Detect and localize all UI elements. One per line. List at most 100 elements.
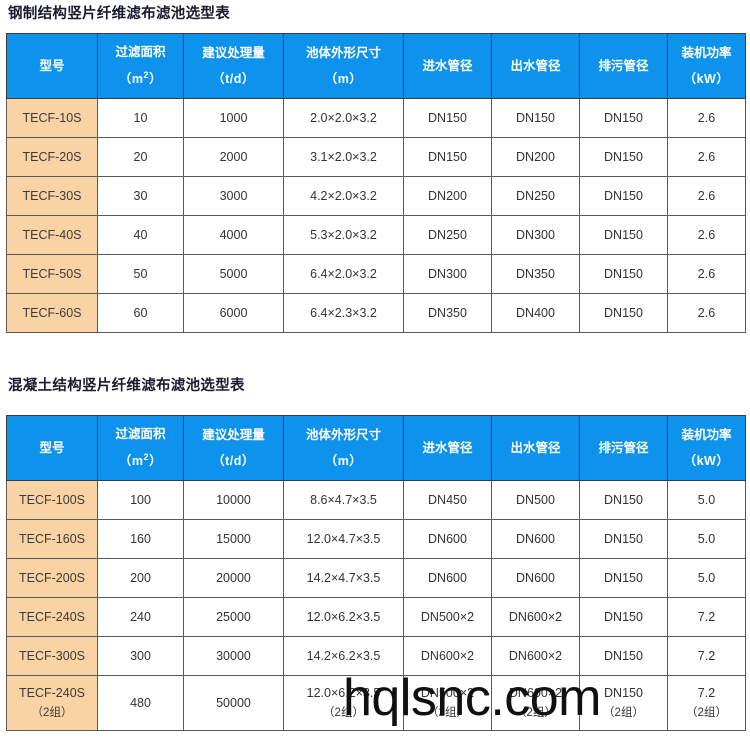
cell-model: TECF-200S: [6, 558, 98, 598]
cell-inlet-note: （2组）: [427, 707, 468, 719]
cell-capacity: 20000: [183, 558, 284, 598]
table-row: TECF-300S 300 30000 14.2×6.2×3.5 DN600×2…: [6, 636, 746, 676]
cell-power: 5.0: [667, 519, 746, 559]
column-header-label: 进水管径: [422, 58, 473, 73]
cell-inlet-pipe: DN150: [403, 137, 492, 177]
column-header-dimensions: 池体外形尺寸 （m）: [283, 33, 404, 99]
cell-capacity: 2000: [183, 137, 284, 177]
cell-outlet-pipe: DN200: [491, 137, 580, 177]
cell-outlet-pipe: DN600: [491, 519, 580, 559]
cell-filter-area: 10: [97, 98, 184, 138]
concrete-structure-spec-table: 型号 过滤面积 （m2） 建议处理量 （t/d） 池体外形尺寸: [6, 415, 746, 731]
cell-filter-area: 240: [97, 597, 184, 637]
cell-drain-pipe: DN150: [579, 519, 668, 559]
column-header-model: 型号: [6, 415, 98, 481]
cell-power: 5.0: [667, 558, 746, 598]
cell-filter-area: 100: [97, 480, 184, 520]
table-row: TECF-200S 200 20000 14.2×4.7×3.5 DN600 D…: [6, 558, 746, 598]
cell-filter-area: 20: [97, 137, 184, 177]
column-header-label: 装机功率: [681, 428, 732, 443]
table-row: TECF-60S 60 6000 6.4×2.3×3.2 DN350 DN400…: [6, 293, 746, 333]
cell-inlet-pipe: DN500×2 （2组）: [403, 675, 492, 731]
column-header-filter-area: 过滤面积 （m2）: [97, 33, 184, 99]
cell-drain-note: （2组）: [603, 707, 644, 719]
column-header-dimensions: 池体外形尺寸 （m）: [283, 415, 404, 481]
cell-filter-area: 300: [97, 636, 184, 676]
table-header-row: 型号 过滤面积 （m2） 建议处理量 （t/d） 池体外形尺寸: [6, 415, 746, 481]
cell-power: 2.6: [667, 215, 746, 255]
cell-model: TECF-40S: [6, 215, 98, 255]
cell-model: TECF-60S: [6, 293, 98, 333]
column-header-label: 型号: [39, 58, 65, 73]
cell-outlet-note: （2组）: [515, 707, 556, 719]
column-header-label: 池体外形尺寸: [305, 46, 381, 61]
table-1-title: 钢制结构竖片纤维滤布滤池选型表: [8, 6, 230, 22]
cell-model: TECF-20S: [6, 137, 98, 177]
table-row: TECF-40S 40 4000 5.3×2.0×3.2 DN250 DN300…: [6, 215, 746, 255]
cell-outlet-pipe: DN600: [491, 558, 580, 598]
cell-filter-area: 60: [97, 293, 184, 333]
cell-capacity: 6000: [183, 293, 284, 333]
cell-power: 5.0: [667, 480, 746, 520]
cell-filter-area: 200: [97, 558, 184, 598]
cell-capacity: 15000: [183, 519, 284, 559]
cell-inlet-pipe: DN350: [403, 293, 492, 333]
column-header-power: 装机功率 （kW）: [667, 33, 746, 99]
cell-power-value: 7.2: [697, 685, 716, 700]
column-header-label: 排污管径: [598, 440, 649, 455]
cell-model-note: （2组）: [31, 707, 73, 719]
column-header-label: 进水管径: [422, 440, 473, 455]
cell-capacity: 4000: [183, 215, 284, 255]
cell-outlet-pipe: DN600×2 （2组）: [491, 675, 580, 731]
cell-drain-pipe: DN150: [579, 176, 668, 216]
column-header-capacity: 建议处理量 （t/d）: [183, 415, 284, 481]
cell-dimensions: 12.0×6.2×3.5: [283, 597, 404, 637]
cell-power: 2.6: [667, 98, 746, 138]
table-header-row: 型号 过滤面积 （m2） 建议处理量 （t/d） 池体外形尺寸: [6, 33, 746, 99]
cell-model: TECF-30S: [6, 176, 98, 216]
cell-power: 7.2: [667, 597, 746, 637]
cell-outlet-pipe: DN600×2: [491, 597, 580, 637]
cell-inlet-pipe: DN600×2: [403, 636, 492, 676]
column-header-model: 型号: [6, 33, 98, 99]
column-header-unit: （m2）: [118, 70, 163, 87]
cell-outlet-pipe: DN300: [491, 215, 580, 255]
cell-model: TECF-50S: [6, 254, 98, 294]
table-row: TECF-240S （2组） 480 50000 12.0×6.2×3.5 （2…: [6, 675, 746, 731]
cell-model: TECF-240S: [6, 597, 98, 637]
cell-power: 7.2: [667, 636, 746, 676]
cell-capacity: 5000: [183, 254, 284, 294]
cell-outlet-pipe: DN250: [491, 176, 580, 216]
column-header-drain-pipe: 排污管径: [579, 33, 668, 99]
cell-outlet-pipe: DN350: [491, 254, 580, 294]
cell-outlet-pipe: DN150: [491, 98, 580, 138]
column-header-label: 排污管径: [598, 58, 649, 73]
cell-filter-area: 480: [97, 675, 184, 731]
cell-drain-pipe: DN150: [579, 137, 668, 177]
cell-drain-pipe: DN150: [579, 636, 668, 676]
cell-drain-pipe: DN150: [579, 215, 668, 255]
column-header-outlet-pipe: 出水管径: [491, 33, 580, 99]
column-header-inlet-pipe: 进水管径: [403, 415, 492, 481]
cell-drain-pipe: DN150: [579, 98, 668, 138]
cell-drain-pipe: DN150: [579, 254, 668, 294]
column-header-label: 出水管径: [510, 440, 561, 455]
cell-power: 2.6: [667, 254, 746, 294]
cell-power: 2.6: [667, 293, 746, 333]
cell-drain-pipe: DN150: [579, 558, 668, 598]
table-row: TECF-50S 50 5000 6.4×2.0×3.2 DN300 DN350…: [6, 254, 746, 294]
column-header-capacity: 建议处理量 （t/d）: [183, 33, 284, 99]
column-header-unit: （m）: [324, 71, 363, 86]
cell-filter-area: 40: [97, 215, 184, 255]
cell-drain-pipe: DN150: [579, 480, 668, 520]
column-header-drain-pipe: 排污管径: [579, 415, 668, 481]
cell-capacity: 50000: [183, 675, 284, 731]
cell-inlet-pipe: DN450: [403, 480, 492, 520]
column-header-unit: （kW）: [683, 71, 730, 86]
table-row: TECF-30S 30 3000 4.2×2.0×3.2 DN200 DN250…: [6, 176, 746, 216]
cell-capacity: 3000: [183, 176, 284, 216]
cell-inlet-pipe: DN300: [403, 254, 492, 294]
cell-capacity: 1000: [183, 98, 284, 138]
cell-filter-area: 30: [97, 176, 184, 216]
column-header-label: 过滤面积: [115, 427, 166, 442]
